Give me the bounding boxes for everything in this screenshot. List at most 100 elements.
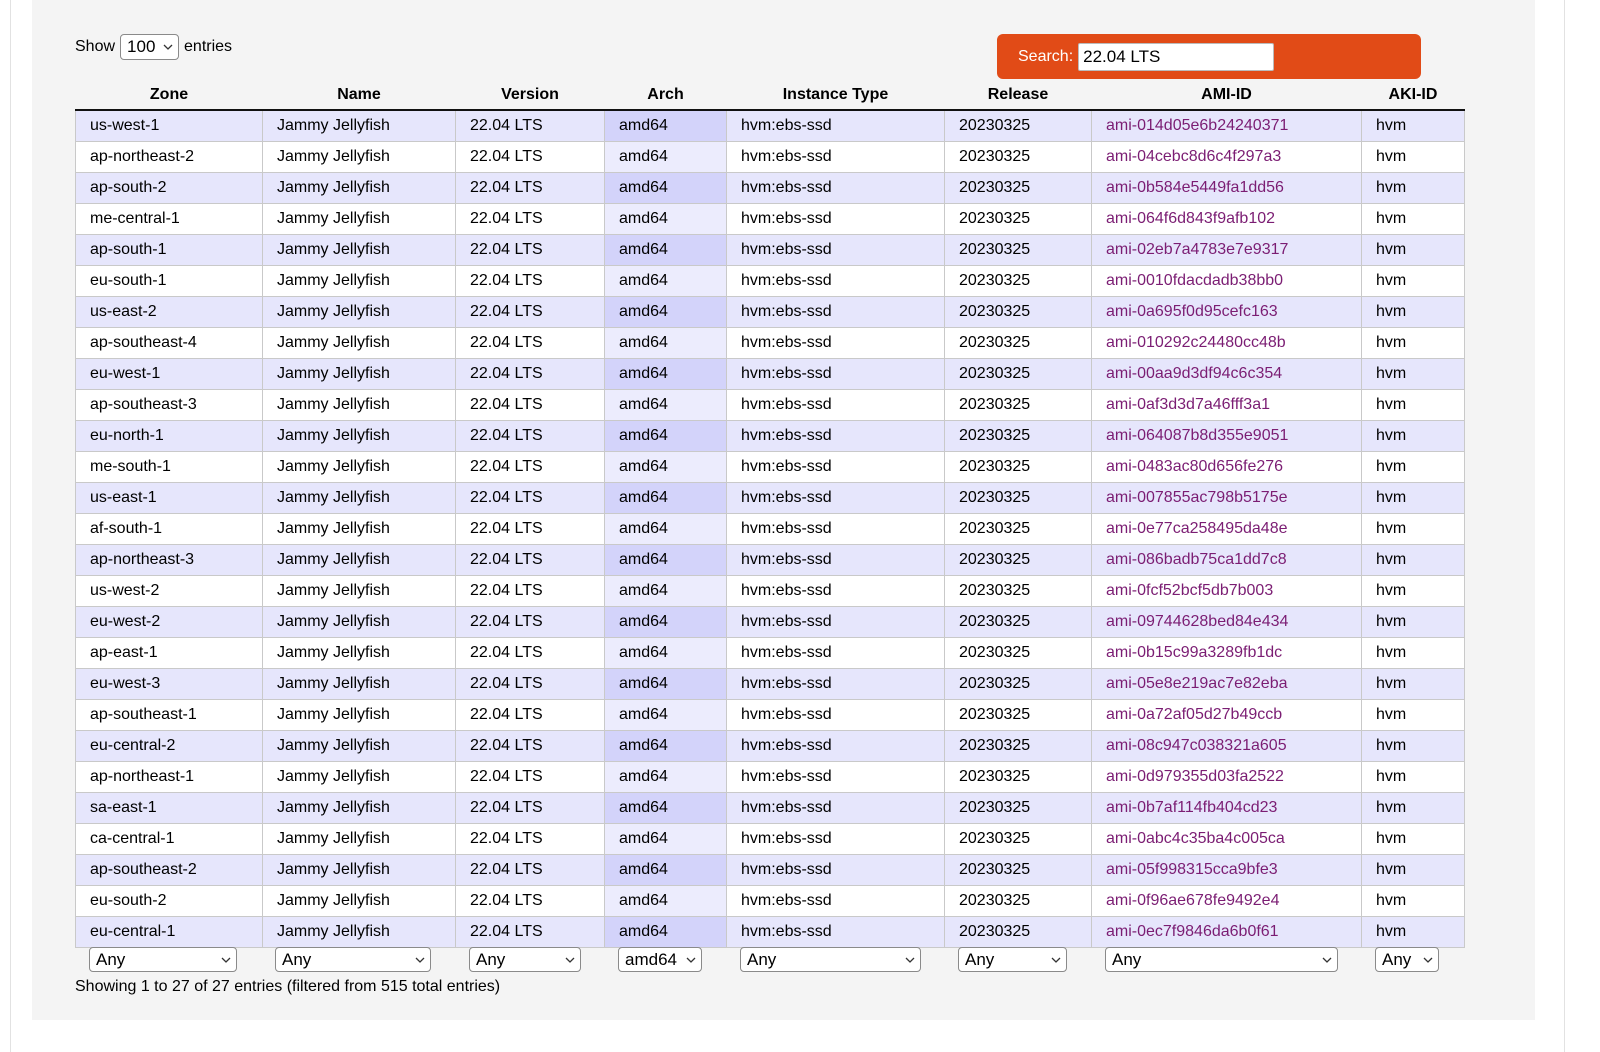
version-cell: 22.04 LTS [455, 295, 605, 328]
ami-link[interactable]: ami-00aa9d3df94c6c354 [1106, 364, 1283, 382]
filter-select-zone[interactable]: Any [89, 947, 237, 972]
version-cell: 22.04 LTS [455, 667, 605, 700]
name-cell: Jammy Jellyfish [262, 450, 456, 483]
filter-select-version[interactable]: Any [469, 947, 581, 972]
version-cell: 22.04 LTS [455, 760, 605, 793]
arch-cell: amd64 [604, 543, 727, 576]
ami-link[interactable]: ami-064f6d843f9afb102 [1106, 209, 1276, 227]
column-header-zone[interactable]: Zone [75, 80, 263, 111]
ami-link[interactable]: ami-086badb75ca1dd7c8 [1106, 550, 1287, 568]
column-header-aki-id[interactable]: AKI-ID [1361, 80, 1465, 111]
ami-link[interactable]: ami-0d979355d03fa2522 [1106, 767, 1284, 785]
ami-link[interactable]: ami-02eb7a4783e7e9317 [1106, 240, 1289, 258]
chevron-down-icon [1322, 957, 1332, 963]
version-cell: 22.04 LTS [455, 543, 605, 576]
ami-link[interactable]: ami-0e77ca258495da48e [1106, 519, 1288, 537]
version-cell: 22.04 LTS [455, 729, 605, 762]
ami-link[interactable]: ami-010292c24480cc48b [1106, 333, 1286, 351]
zone-cell: ap-southeast-3 [75, 388, 263, 421]
ami-link[interactable]: ami-08c947c038321a605 [1106, 736, 1287, 754]
ami-link[interactable]: ami-0483ac80d656fe276 [1106, 457, 1284, 475]
ami-link[interactable]: ami-0b7af114fb404cd23 [1106, 798, 1278, 816]
ami-link[interactable]: ami-0b584e5449fa1dd56 [1106, 178, 1284, 196]
ami-link[interactable]: ami-05f998315cca9bfe3 [1106, 860, 1278, 878]
version-cell: 22.04 LTS [455, 636, 605, 669]
aki-id-cell: hvm [1361, 574, 1465, 607]
aki-id-cell: hvm [1361, 481, 1465, 514]
zone-cell: sa-east-1 [75, 791, 263, 824]
filter-select-aki-id[interactable]: Any [1375, 947, 1439, 972]
table-row: us-east-2 Jammy Jellyfish 22.04 LTS amd64 hv… [75, 295, 1465, 328]
version-cell: 22.04 LTS [455, 140, 605, 173]
release-cell: 20230325 [944, 388, 1092, 421]
ami-id-cell: ami-0010fdacdadb38bb0 [1091, 264, 1362, 297]
aki-id-cell: hvm [1361, 357, 1465, 390]
filter-value: Any [476, 949, 506, 969]
version-cell: 22.04 LTS [455, 822, 605, 855]
ami-link[interactable]: ami-0abc4c35ba4c005ca [1106, 829, 1285, 847]
zone-cell: ap-northeast-3 [75, 543, 263, 576]
name-cell: Jammy Jellyfish [262, 202, 456, 235]
version-cell: 22.04 LTS [455, 171, 605, 204]
zone-cell: ap-northeast-2 [75, 140, 263, 173]
name-cell: Jammy Jellyfish [262, 853, 456, 886]
ami-link[interactable]: ami-0a72af05d27b49ccb [1106, 705, 1283, 723]
aki-id-cell: hvm [1361, 543, 1465, 576]
ami-link[interactable]: ami-064087b8d355e9051 [1106, 426, 1289, 444]
ami-link[interactable]: ami-014d05e6b24240371 [1106, 116, 1289, 134]
ami-link[interactable]: ami-0ec7f9846da6b0f61 [1106, 922, 1279, 940]
table-row: eu-west-1 Jammy Jellyfish 22.04 LTS amd64 hv… [75, 357, 1465, 390]
filter-select-arch[interactable]: amd64 [618, 947, 702, 972]
filter-select-instance-type[interactable]: Any [740, 947, 921, 972]
ami-link[interactable]: ami-0af3d3d7a46fff3a1 [1106, 395, 1270, 413]
table-row: eu-north-1 Jammy Jellyfish 22.04 LTS amd64 h… [75, 419, 1465, 452]
ami-link[interactable]: ami-007855ac798b5175e [1106, 488, 1288, 506]
ami-id-cell: ami-0b7af114fb404cd23 [1091, 791, 1362, 824]
ami-id-cell: ami-0e77ca258495da48e [1091, 512, 1362, 545]
table-row: me-south-1 Jammy Jellyfish 22.04 LTS amd64 h… [75, 450, 1465, 483]
ami-link[interactable]: ami-05e8e219ac7e82eba [1106, 674, 1288, 692]
zone-cell: ap-south-1 [75, 233, 263, 266]
aki-id-cell: hvm [1361, 419, 1465, 452]
aki-id-cell: hvm [1361, 202, 1465, 235]
table-row: ap-southeast-1 Jammy Jellyfish 22.04 LTS am… [75, 698, 1465, 731]
chevron-down-icon [686, 957, 696, 963]
filter-select-name[interactable]: Any [275, 947, 431, 972]
arch-cell: amd64 [604, 729, 727, 762]
search-input[interactable] [1078, 42, 1275, 71]
column-header-name[interactable]: Name [262, 80, 456, 111]
column-header-release[interactable]: Release [944, 80, 1092, 111]
ami-link[interactable]: ami-04cebc8d6c4f297a3 [1106, 147, 1282, 165]
release-cell: 20230325 [944, 636, 1092, 669]
entries-per-page-value: 100 [127, 37, 156, 56]
arch-cell: amd64 [604, 822, 727, 855]
ami-link[interactable]: ami-0010fdacdadb38bb0 [1106, 271, 1284, 289]
zone-cell: ap-east-1 [75, 636, 263, 669]
chevron-down-icon [565, 957, 575, 963]
name-cell: Jammy Jellyfish [262, 140, 456, 173]
ami-link[interactable]: ami-0fcf52bcf5db7b003 [1106, 581, 1274, 599]
column-header-version[interactable]: Version [455, 80, 605, 111]
ami-link[interactable]: ami-0a695f0d95cefc163 [1106, 302, 1278, 320]
filter-select-release[interactable]: Any [958, 947, 1067, 972]
column-header-ami-id[interactable]: AMI-ID [1091, 80, 1362, 111]
filter-select-ami-id[interactable]: Any [1105, 947, 1338, 972]
instance-type-cell: hvm:ebs-ssd [726, 326, 945, 359]
ami-id-cell: ami-064087b8d355e9051 [1091, 419, 1362, 452]
column-header-arch[interactable]: Arch [604, 80, 727, 111]
column-header-instance-type[interactable]: Instance Type [726, 80, 945, 111]
ami-link[interactable]: ami-0f96ae678fe9492e4 [1106, 891, 1280, 909]
version-cell: 22.04 LTS [455, 791, 605, 824]
version-cell: 22.04 LTS [455, 326, 605, 359]
release-cell: 20230325 [944, 481, 1092, 514]
table-row: eu-south-1 Jammy Jellyfish 22.04 LTS amd64 h… [75, 264, 1465, 297]
ami-link[interactable]: ami-09744628bed84e434 [1106, 612, 1289, 630]
table-row: me-central-1 Jammy Jellyfish 22.04 LTS amd6… [75, 202, 1465, 235]
instance-type-cell: hvm:ebs-ssd [726, 109, 945, 142]
release-cell: 20230325 [944, 760, 1092, 793]
name-cell: Jammy Jellyfish [262, 574, 456, 607]
ami-link[interactable]: ami-0b15c99a3289fb1dc [1106, 643, 1283, 661]
instance-type-cell: hvm:ebs-ssd [726, 636, 945, 669]
table-row: ap-northeast-3 Jammy Jellyfish 22.04 LTS am… [75, 543, 1465, 576]
entries-per-page-select[interactable]: 100 [120, 34, 180, 60]
